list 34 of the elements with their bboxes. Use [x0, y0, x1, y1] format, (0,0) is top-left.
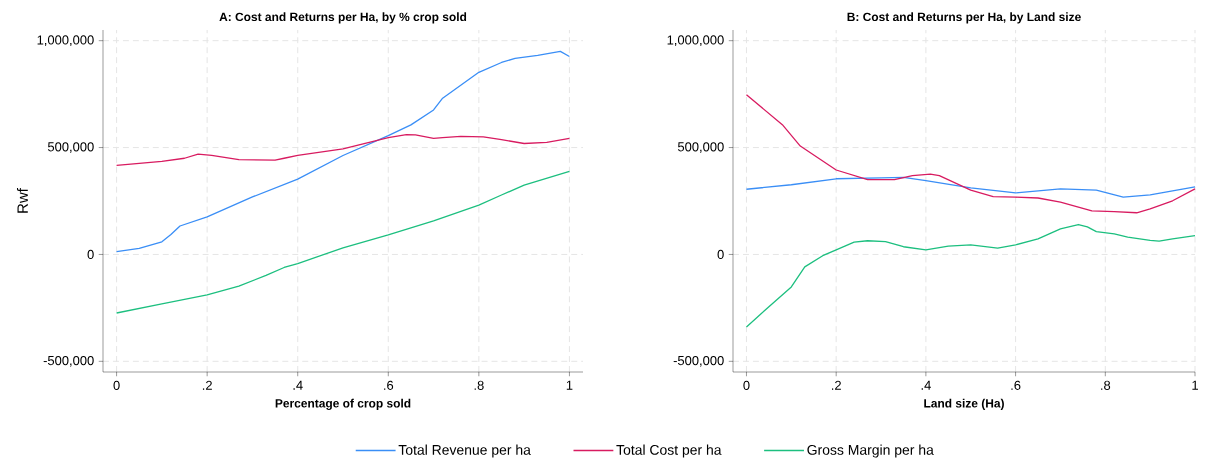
legend-label: Total Cost per ha	[616, 444, 722, 458]
x-tick-label: 1	[1192, 380, 1198, 390]
y-tick-label: 1,000,000	[667, 35, 724, 47]
line-series	[115, 170, 571, 314]
line-series	[745, 223, 1196, 328]
line-series	[745, 94, 1196, 214]
x-tick-label: 1	[566, 380, 573, 390]
x-tick-label: .2	[202, 380, 212, 390]
x-tick-label: .2	[831, 380, 841, 390]
y-tick-label: -500,000	[673, 355, 724, 367]
x-tick-label: .4	[921, 380, 931, 390]
y-tick-label: 0	[87, 249, 94, 260]
x-tick-label: .8	[1101, 380, 1111, 390]
x-axis-title: Percentage of crop sold	[275, 398, 411, 410]
x-tick-label: .6	[384, 380, 394, 390]
line-series	[745, 176, 1196, 198]
x-tick-label: .6	[1011, 380, 1021, 390]
y-tick-label: 0	[717, 249, 724, 260]
line-series	[115, 133, 571, 166]
y-tick-label: 1,000,000	[37, 35, 94, 47]
y-tick-label: 500,000	[677, 142, 724, 153]
y-tick-label: -500,000	[43, 355, 94, 367]
x-tick-label: 0	[743, 380, 750, 390]
y-axis-title: Rwf	[16, 188, 28, 213]
x-tick-label: .8	[474, 380, 484, 390]
x-tick-label: .4	[293, 380, 303, 390]
x-axis-title: Land size (Ha)	[924, 398, 1004, 410]
legend-label: Gross Margin per ha	[807, 444, 934, 458]
chart-title: A: Cost and Returns per Ha, by % crop sold	[219, 12, 467, 24]
y-tick-label: 500,000	[47, 142, 94, 153]
legend-label: Total Revenue per ha	[398, 444, 531, 458]
chart-title: B: Cost and Returns per Ha, by Land size	[847, 12, 1081, 24]
x-tick-label: 0	[113, 380, 120, 390]
line-series	[115, 50, 571, 253]
